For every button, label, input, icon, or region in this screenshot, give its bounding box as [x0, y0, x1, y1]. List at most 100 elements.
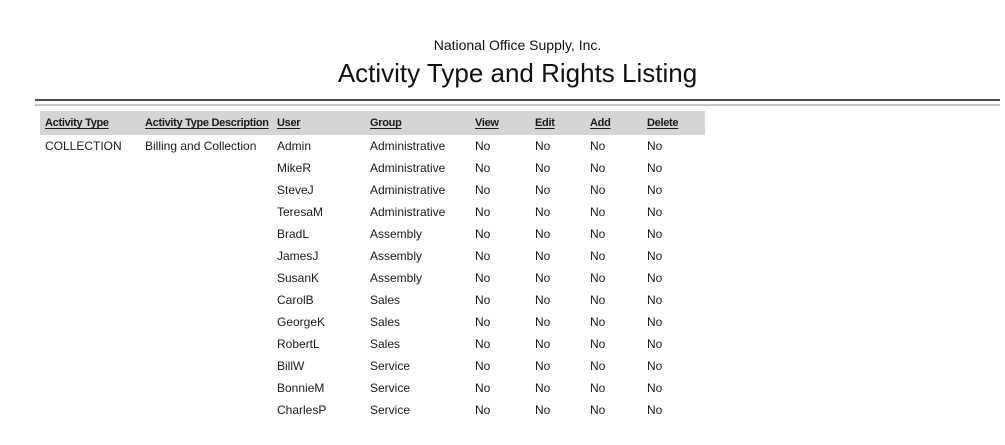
- cell-edit: No: [535, 337, 551, 351]
- cell-edit: No: [535, 161, 551, 175]
- company-name: National Office Supply, Inc.: [433, 37, 602, 53]
- cell-delete: No: [647, 359, 663, 373]
- cell-edit: No: [535, 403, 551, 417]
- cell-add: No: [590, 403, 606, 417]
- cell-group: Administrative: [370, 205, 446, 219]
- cell-activity_type: [45, 377, 145, 399]
- cell-edit: No: [535, 139, 551, 153]
- column-header-edit: Edit: [535, 117, 555, 129]
- cell-delete: No: [647, 315, 663, 329]
- cell-view: No: [475, 381, 491, 395]
- cell-edit: No: [535, 315, 551, 329]
- cell-view: No: [475, 315, 491, 329]
- cell-add: No: [590, 315, 606, 329]
- table-row: BillW Service No No No No: [40, 355, 705, 377]
- column-header-user: User: [277, 117, 301, 129]
- table-row: COLLECTION Billing and Collection Admin Adm…: [40, 135, 705, 157]
- cell-group: Sales: [370, 337, 401, 351]
- cell-activity_type: [45, 245, 145, 267]
- table-row: JamesJ Assembly No No No No: [40, 245, 705, 267]
- cell-group: Service: [370, 381, 411, 395]
- cell-activity_type: [45, 267, 145, 289]
- cell-edit: No: [535, 205, 551, 219]
- cell-user: BonnieM: [277, 381, 325, 395]
- table-row: MikeR Administrative No No No No: [40, 157, 705, 179]
- cell-view: No: [475, 183, 491, 197]
- cell-description: [145, 245, 277, 267]
- cell-view: No: [475, 205, 491, 219]
- cell-description: [145, 223, 277, 245]
- cell-view: No: [475, 293, 491, 307]
- cell-delete: No: [647, 249, 663, 263]
- cell-group: Service: [370, 359, 411, 373]
- cell-delete: No: [647, 293, 663, 307]
- column-header-add: Add: [590, 117, 611, 129]
- cell-activity_type: [45, 179, 145, 201]
- cell-user: CharlesP: [277, 403, 327, 417]
- table-row: BonnieM Service No No No No: [40, 377, 705, 399]
- cell-group: Sales: [370, 293, 401, 307]
- cell-activity_type: [45, 333, 145, 355]
- table-row: TeresaM Administrative No No No No: [40, 201, 705, 223]
- cell-view: No: [475, 403, 491, 417]
- column-header-group: Group: [370, 117, 402, 129]
- cell-edit: No: [535, 183, 551, 197]
- cell-group: Assembly: [370, 249, 423, 263]
- cell-description: [145, 399, 277, 421]
- cell-description: [145, 289, 277, 311]
- cell-activity_type: [45, 223, 145, 245]
- cell-view: No: [475, 359, 491, 373]
- cell-edit: No: [535, 359, 551, 373]
- table-header-row: Activity Type Activity Type Description Us…: [40, 111, 705, 135]
- cell-description: [145, 377, 277, 399]
- cell-group: Sales: [370, 315, 401, 329]
- table-row: SteveJ Administrative No No No No: [40, 179, 705, 201]
- cell-activity_type: [45, 289, 145, 311]
- cell-group: Service: [370, 403, 411, 417]
- cell-group: Administrative: [370, 183, 446, 197]
- cell-add: No: [590, 227, 606, 241]
- table-row: RobertL Sales No No No No: [40, 333, 705, 355]
- cell-activity_type: [45, 311, 145, 333]
- cell-description: [145, 267, 277, 289]
- cell-activity_type: [45, 399, 145, 421]
- cell-delete: No: [647, 183, 663, 197]
- cell-add: No: [590, 381, 606, 395]
- cell-delete: No: [647, 227, 663, 241]
- cell-description: [145, 333, 277, 355]
- cell-add: No: [590, 337, 606, 351]
- cell-user: CarolB: [277, 293, 314, 307]
- column-header-view: View: [475, 117, 499, 129]
- table-row: CarolB Sales No No No No: [40, 289, 705, 311]
- cell-activity_type: COLLECTION: [45, 139, 122, 153]
- cell-add: No: [590, 161, 606, 175]
- cell-user: Admin: [277, 139, 312, 153]
- cell-add: No: [590, 293, 606, 307]
- cell-user: SusanK: [277, 271, 320, 285]
- cell-delete: No: [647, 381, 663, 395]
- cell-add: No: [590, 183, 606, 197]
- cell-group: Assembly: [370, 227, 423, 241]
- cell-view: No: [475, 337, 491, 351]
- cell-add: No: [590, 205, 606, 219]
- cell-view: No: [475, 227, 491, 241]
- cell-description: [145, 311, 277, 333]
- cell-user: GeorgeK: [277, 315, 326, 329]
- table-row: BradL Assembly No No No No: [40, 223, 705, 245]
- cell-edit: No: [535, 293, 551, 307]
- cell-edit: No: [535, 381, 551, 395]
- cell-description: [145, 355, 277, 377]
- cell-delete: No: [647, 161, 663, 175]
- table-row: CharlesP Service No No No No: [40, 399, 705, 421]
- cell-view: No: [475, 139, 491, 153]
- cell-user: JamesJ: [277, 249, 319, 263]
- cell-user: MikeR: [277, 161, 312, 175]
- cell-activity_type: [45, 201, 145, 223]
- cell-user: BradL: [277, 227, 310, 241]
- cell-group: Administrative: [370, 161, 446, 175]
- cell-delete: No: [647, 403, 663, 417]
- title-divider-rule: [35, 99, 1000, 106]
- cell-user: RobertL: [277, 337, 320, 351]
- cell-user: SteveJ: [277, 183, 314, 197]
